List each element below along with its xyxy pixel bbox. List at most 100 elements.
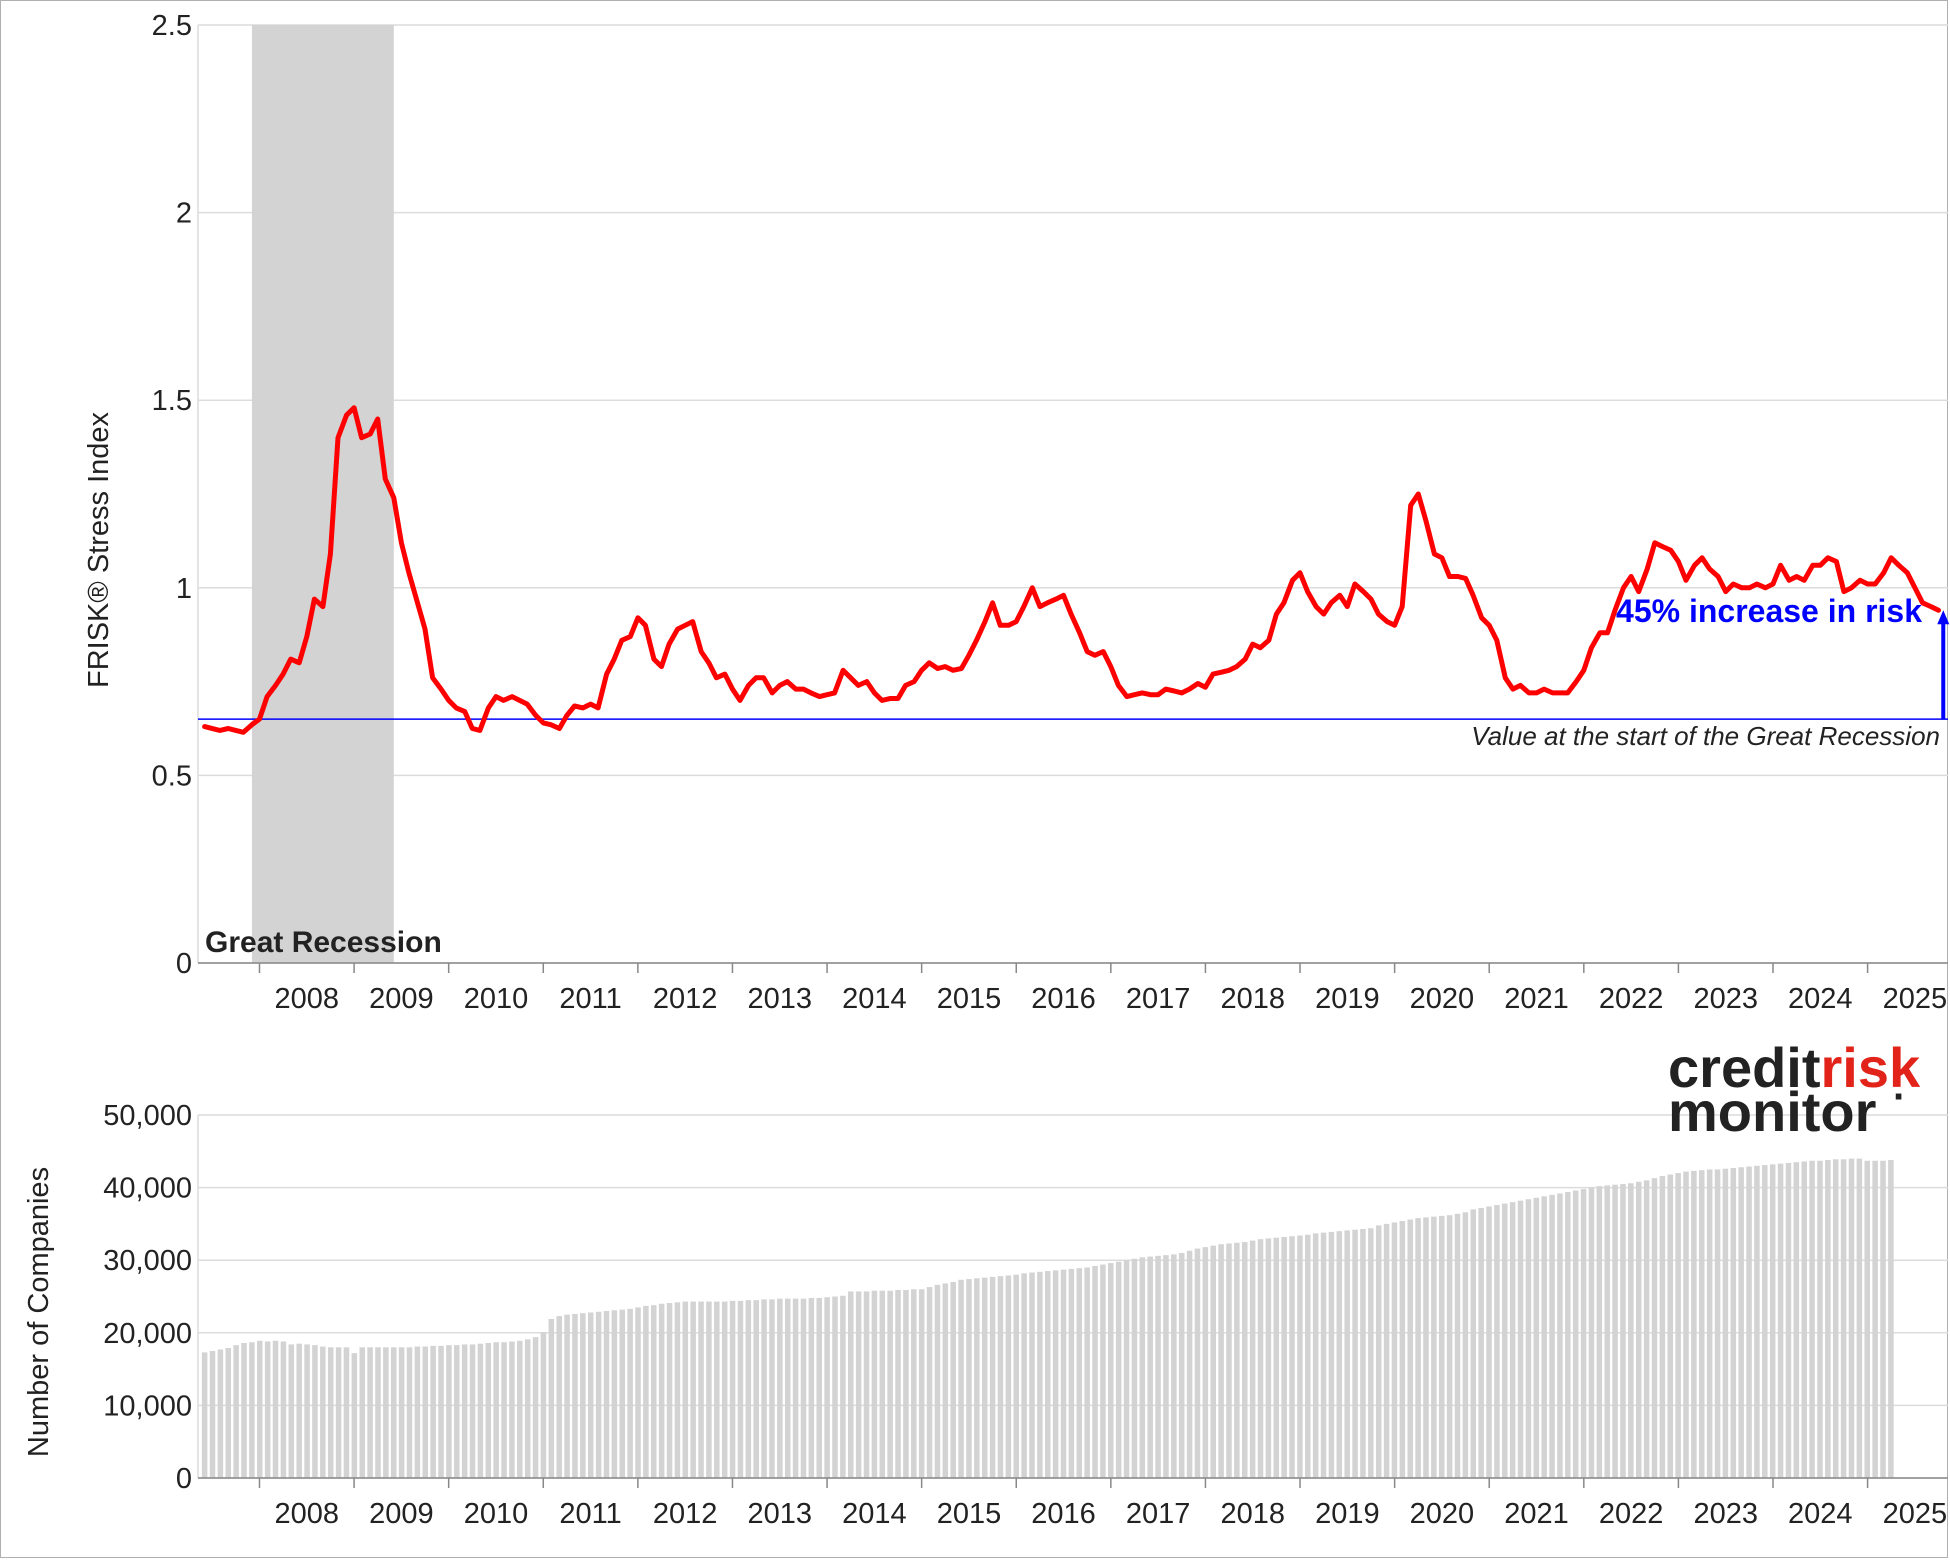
company-count-bar	[666, 1303, 673, 1478]
company-count-bar	[312, 1345, 318, 1478]
company-count-bar	[1210, 1245, 1216, 1478]
x-tick-label: 2018	[1220, 983, 1285, 1015]
company-count-bar	[942, 1283, 949, 1478]
stress-index-y-axis-title: FRISK® Stress Index	[83, 411, 115, 688]
company-y-tick-label: 30,000	[103, 1245, 192, 1277]
company-count-bar	[1407, 1219, 1413, 1478]
company-count-bar	[800, 1298, 807, 1478]
company-count-bar	[1312, 1233, 1319, 1478]
company-count-bar	[343, 1347, 350, 1478]
x-tick-label: 2020	[1410, 1498, 1475, 1530]
x-tick-label: 2023	[1693, 1498, 1758, 1530]
company-count-bar	[1517, 1200, 1524, 1478]
company-count-bar	[714, 1301, 720, 1478]
company-count-bar	[1588, 1187, 1595, 1478]
company-count-bar	[863, 1291, 870, 1478]
x-tick-label: 2012	[653, 1498, 718, 1530]
company-count-bar	[1060, 1269, 1067, 1478]
company-count-bar	[1328, 1231, 1335, 1478]
company-count-bar	[934, 1284, 941, 1478]
company-count-bar	[564, 1314, 570, 1478]
company-count-bar	[201, 1352, 208, 1478]
company-count-bar	[1052, 1270, 1059, 1478]
stress-y-tick-label: 1	[176, 573, 192, 605]
company-count-bar	[1864, 1160, 1871, 1478]
company-count-bar	[1044, 1271, 1051, 1478]
x-tick-label: 2015	[937, 1498, 1002, 1530]
x-tick-label: 2014	[842, 1498, 907, 1530]
company-count-bar	[209, 1350, 216, 1478]
x-tick-label: 2023	[1693, 983, 1758, 1015]
company-count-bar	[1454, 1213, 1461, 1478]
company-count-y-axis-title: Number of Companies	[23, 1167, 55, 1457]
company-count-bar	[469, 1344, 476, 1478]
company-count-bar	[438, 1345, 444, 1478]
company-count-bar	[1336, 1231, 1343, 1478]
company-count-bar	[225, 1348, 232, 1478]
company-count-bar	[335, 1347, 342, 1478]
company-count-bar	[1880, 1160, 1886, 1478]
company-count-bar	[264, 1341, 271, 1478]
company-count-bar	[1856, 1158, 1863, 1478]
company-count-bar	[1840, 1159, 1847, 1478]
x-tick-label: 2024	[1788, 983, 1853, 1015]
company-count-bar	[375, 1347, 381, 1478]
company-count-bar	[1541, 1196, 1547, 1478]
company-count-bar	[1155, 1255, 1161, 1478]
company-count-bar	[1683, 1171, 1689, 1478]
company-count-bar	[1801, 1161, 1807, 1478]
company-count-bar	[879, 1290, 886, 1478]
company-count-bar	[1139, 1257, 1146, 1478]
company-count-bar	[627, 1308, 633, 1478]
company-count-bar	[1438, 1215, 1445, 1478]
company-count-bar	[493, 1342, 499, 1478]
company-count-bar	[1580, 1189, 1587, 1478]
company-count-bar	[320, 1346, 326, 1478]
company-count-bar	[1533, 1197, 1540, 1478]
company-count-bar	[1494, 1205, 1500, 1478]
company-count-bar	[682, 1301, 689, 1478]
company-count-bar	[706, 1301, 712, 1478]
company-count-bar	[1084, 1267, 1090, 1478]
company-y-tick-label: 50,000	[103, 1100, 192, 1132]
x-tick-label: 2022	[1599, 983, 1664, 1015]
company-count-bar	[1352, 1229, 1358, 1478]
company-count-bar	[808, 1297, 815, 1478]
company-count-bar	[1005, 1275, 1012, 1478]
company-count-bar	[1754, 1165, 1760, 1478]
company-count-bar	[761, 1299, 767, 1478]
company-count-bar	[446, 1345, 452, 1478]
company-count-bar	[1226, 1243, 1232, 1478]
company-count-bar	[1659, 1175, 1666, 1478]
company-count-bar	[280, 1341, 287, 1478]
company-count-bar	[1076, 1268, 1083, 1478]
stress-y-tick-label: 0	[176, 948, 192, 980]
company-count-bar	[1565, 1191, 1571, 1478]
company-count-bar	[1320, 1232, 1327, 1478]
company-count-bar	[1691, 1170, 1697, 1478]
company-count-bar	[540, 1332, 547, 1478]
stress-y-tick-label: 2.5	[152, 10, 192, 42]
company-count-bar	[587, 1312, 594, 1478]
baseline-label: Value at the start of the Great Recessio…	[1471, 721, 1940, 751]
company-count-bar	[272, 1340, 279, 1478]
x-tick-label: 2020	[1410, 983, 1475, 1015]
x-tick-label: 2011	[559, 983, 621, 1015]
company-count-bar	[217, 1349, 224, 1478]
company-count-bar	[327, 1347, 334, 1478]
company-count-bar	[1234, 1242, 1240, 1478]
company-count-bar	[611, 1310, 618, 1478]
company-count-bar	[926, 1287, 933, 1478]
stress-y-tick-label: 0.5	[152, 760, 192, 792]
company-y-tick-label: 40,000	[103, 1173, 192, 1205]
company-count-bar	[1289, 1236, 1295, 1478]
x-tick-label: 2025	[1883, 1498, 1948, 1530]
company-count-bar	[548, 1319, 555, 1478]
x-tick-label: 2024	[1788, 1498, 1853, 1530]
company-count-bar	[367, 1347, 373, 1478]
company-count-bar	[572, 1313, 578, 1478]
company-count-bar	[698, 1301, 704, 1478]
company-count-bar	[1399, 1221, 1406, 1478]
company-count-bar	[517, 1340, 523, 1478]
company-count-bar	[1100, 1264, 1106, 1478]
